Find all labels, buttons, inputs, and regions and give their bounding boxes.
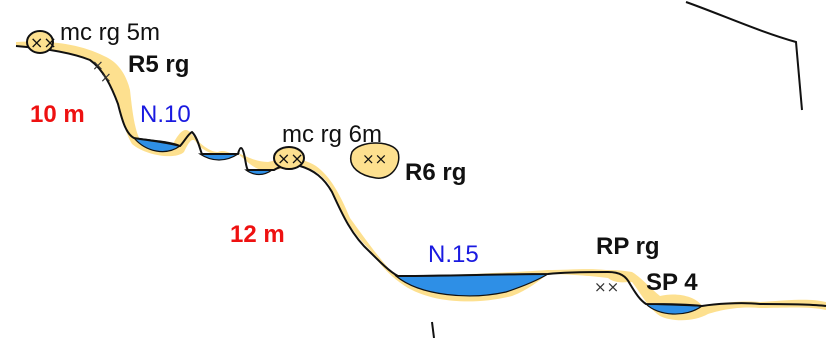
boulder-top-left xyxy=(26,30,54,54)
boulder-mid xyxy=(273,146,305,170)
outline-stroke-top-right xyxy=(685,1,803,111)
boulder-r6 xyxy=(349,142,400,179)
label-height-lower: 12 m xyxy=(230,221,285,248)
label-rp: RP rg xyxy=(596,233,660,260)
boulder-r6-marks: ×× xyxy=(362,150,387,168)
cross-marker-r5b: × xyxy=(100,70,112,86)
label-level-lower: N.15 xyxy=(428,241,479,268)
boulder-top-left-marks: ×× xyxy=(30,33,57,52)
label-level-upper: N.10 xyxy=(140,101,191,128)
label-r6: R6 rg xyxy=(405,159,466,186)
label-height-upper: 10 m xyxy=(30,101,85,128)
label-boulder-mid: mc rg 6m xyxy=(282,121,382,148)
boulder-mid-marks: ×× xyxy=(277,149,304,168)
label-sp: SP 4 xyxy=(646,269,698,296)
cross-marker-rp: ×× xyxy=(594,278,619,296)
pool-lower xyxy=(394,273,551,297)
tick-stroke-bottom xyxy=(431,321,435,338)
label-boulder-top: mc rg 5m xyxy=(60,19,160,46)
cross-marker-r5: × xyxy=(92,58,104,74)
label-r5: R5 rg xyxy=(128,51,189,78)
